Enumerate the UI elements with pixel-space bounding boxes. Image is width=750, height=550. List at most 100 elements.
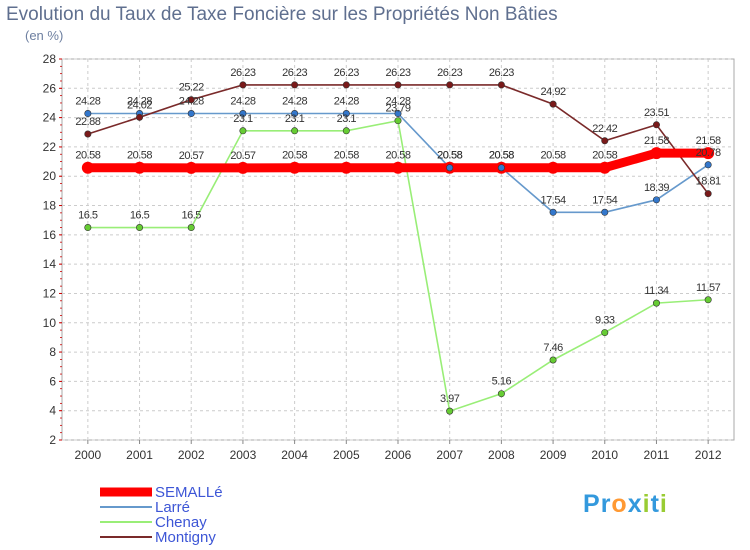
data-label-Chenay: 5.16	[492, 376, 512, 388]
y-tick-label: 26	[43, 81, 57, 95]
data-point-Montigny	[291, 81, 299, 89]
data-label-Chenay: 16.5	[182, 210, 202, 222]
data-label-SEMALLé: 20.58	[334, 150, 359, 162]
data-label-SEMALLé: 20.58	[282, 150, 307, 162]
data-point-Montigny	[342, 81, 350, 89]
y-tick-label: 24	[43, 111, 57, 125]
data-label-Chenay: 16.5	[78, 210, 98, 222]
y-tick-label: 12	[43, 286, 57, 300]
data-point-SEMALLé	[288, 161, 301, 174]
data-label-Montigny: 26.23	[334, 67, 359, 79]
x-tick-label: 2000	[74, 448, 101, 462]
x-tick-label: 2005	[333, 448, 360, 462]
data-label-SEMALLé: 20.58	[437, 150, 462, 162]
logo-letter: t	[650, 490, 660, 518]
data-point-Larré	[291, 110, 299, 118]
data-label-SEMALLé: 20.58	[385, 150, 410, 162]
data-label-SEMALLé: 21.58	[696, 135, 721, 147]
data-label-Larré: 17.54	[592, 194, 617, 206]
data-label-Larré: 24.28	[282, 96, 307, 108]
data-point-Montigny	[704, 190, 712, 198]
data-point-Chenay	[549, 356, 557, 364]
y-tick-label: 22	[43, 140, 57, 154]
data-point-SEMALLé	[133, 161, 146, 174]
data-point-Larré	[497, 164, 505, 172]
data-label-SEMALLé: 20.58	[75, 150, 100, 162]
legend-label-Montigny: Montigny	[155, 529, 216, 546]
data-label-Montigny: 26.23	[230, 67, 255, 79]
logo-letter: i	[642, 490, 651, 518]
data-label-SEMALLé: 20.57	[179, 150, 204, 162]
data-label-SEMALLé: 20.58	[541, 150, 566, 162]
data-label-SEMALLé: 20.58	[127, 150, 152, 162]
data-point-Montigny	[497, 81, 505, 89]
x-tick-label: 2003	[230, 448, 257, 462]
data-label-Larré: 24.28	[230, 96, 255, 108]
data-point-Chenay	[394, 117, 402, 125]
data-label-Larré: 18.39	[644, 182, 669, 194]
data-point-SEMALLé	[81, 161, 94, 174]
data-label-Montigny: 22.88	[75, 116, 100, 128]
y-tick-label: 10	[43, 316, 57, 330]
data-point-Montigny	[84, 130, 92, 138]
data-point-Larré	[704, 161, 712, 169]
data-point-Chenay	[84, 224, 92, 232]
y-tick-label: 28	[43, 52, 57, 66]
data-label-Montigny: 24.92	[541, 86, 566, 98]
y-tick-label: 2	[49, 433, 56, 447]
data-point-SEMALLé	[185, 161, 198, 174]
y-tick-label: 16	[43, 228, 57, 242]
data-label-Chenay: 16.5	[130, 210, 150, 222]
data-label-Chenay: 11.57	[696, 282, 721, 294]
data-point-SEMALLé	[547, 161, 560, 174]
data-label-Chenay: 3.97	[440, 393, 460, 405]
y-tick-label: 18	[43, 199, 57, 213]
data-label-Chenay: 23.79	[385, 103, 410, 115]
data-point-Larré	[187, 110, 195, 118]
data-point-Larré	[239, 110, 247, 118]
data-point-Montigny	[549, 100, 557, 108]
data-point-Montigny	[446, 81, 454, 89]
data-point-SEMALLé	[392, 161, 404, 174]
y-tick-label: 6	[49, 374, 56, 388]
x-tick-label: 2001	[126, 448, 153, 462]
chart-title: Evolution du Taux de Taxe Foncière sur l…	[6, 4, 558, 25]
data-label-SEMALLé: 21.58	[644, 135, 669, 147]
data-point-Chenay	[187, 224, 195, 232]
data-label-SEMALLé: 20.58	[592, 150, 617, 162]
data-point-SEMALLé	[650, 147, 663, 160]
y-tick-label: 4	[49, 404, 56, 418]
data-label-Larré: 20.58	[489, 150, 514, 162]
data-label-Montigny: 26.23	[385, 67, 410, 79]
x-tick-label: 2009	[540, 448, 567, 462]
y-tick-label: 8	[49, 345, 56, 359]
data-point-Larré	[446, 164, 454, 172]
data-point-Larré	[549, 208, 557, 216]
data-point-Montigny	[394, 81, 402, 89]
data-label-Chenay: 23.1	[233, 113, 253, 125]
data-point-Larré	[394, 110, 402, 118]
data-label-Montigny: 18.81	[696, 176, 721, 188]
data-label-Chenay: 7.46	[543, 342, 563, 354]
data-point-Chenay	[652, 299, 660, 307]
data-label-Larré: 24.28	[334, 96, 359, 108]
data-point-Chenay	[239, 127, 247, 135]
data-point-Montigny	[601, 137, 609, 145]
data-point-Chenay	[342, 127, 350, 135]
data-point-Larré	[652, 196, 660, 204]
legend-label-SEMALLé: SEMALLé	[155, 484, 223, 501]
logo-letter: i	[659, 490, 668, 518]
data-point-Chenay	[601, 329, 609, 337]
data-label-Larré: 20.78	[696, 147, 721, 159]
x-tick-label: 2004	[281, 448, 308, 462]
legend-label-Larré: Larré	[155, 499, 190, 516]
data-point-Chenay	[136, 224, 144, 232]
data-point-Chenay	[291, 127, 299, 135]
data-label-Larré: 24.28	[75, 96, 100, 108]
proxiti-logo: Proxiti	[583, 490, 668, 519]
logo-letter: x	[627, 490, 643, 518]
data-point-Montigny	[239, 81, 247, 89]
data-label-Larré: 17.54	[541, 194, 566, 206]
